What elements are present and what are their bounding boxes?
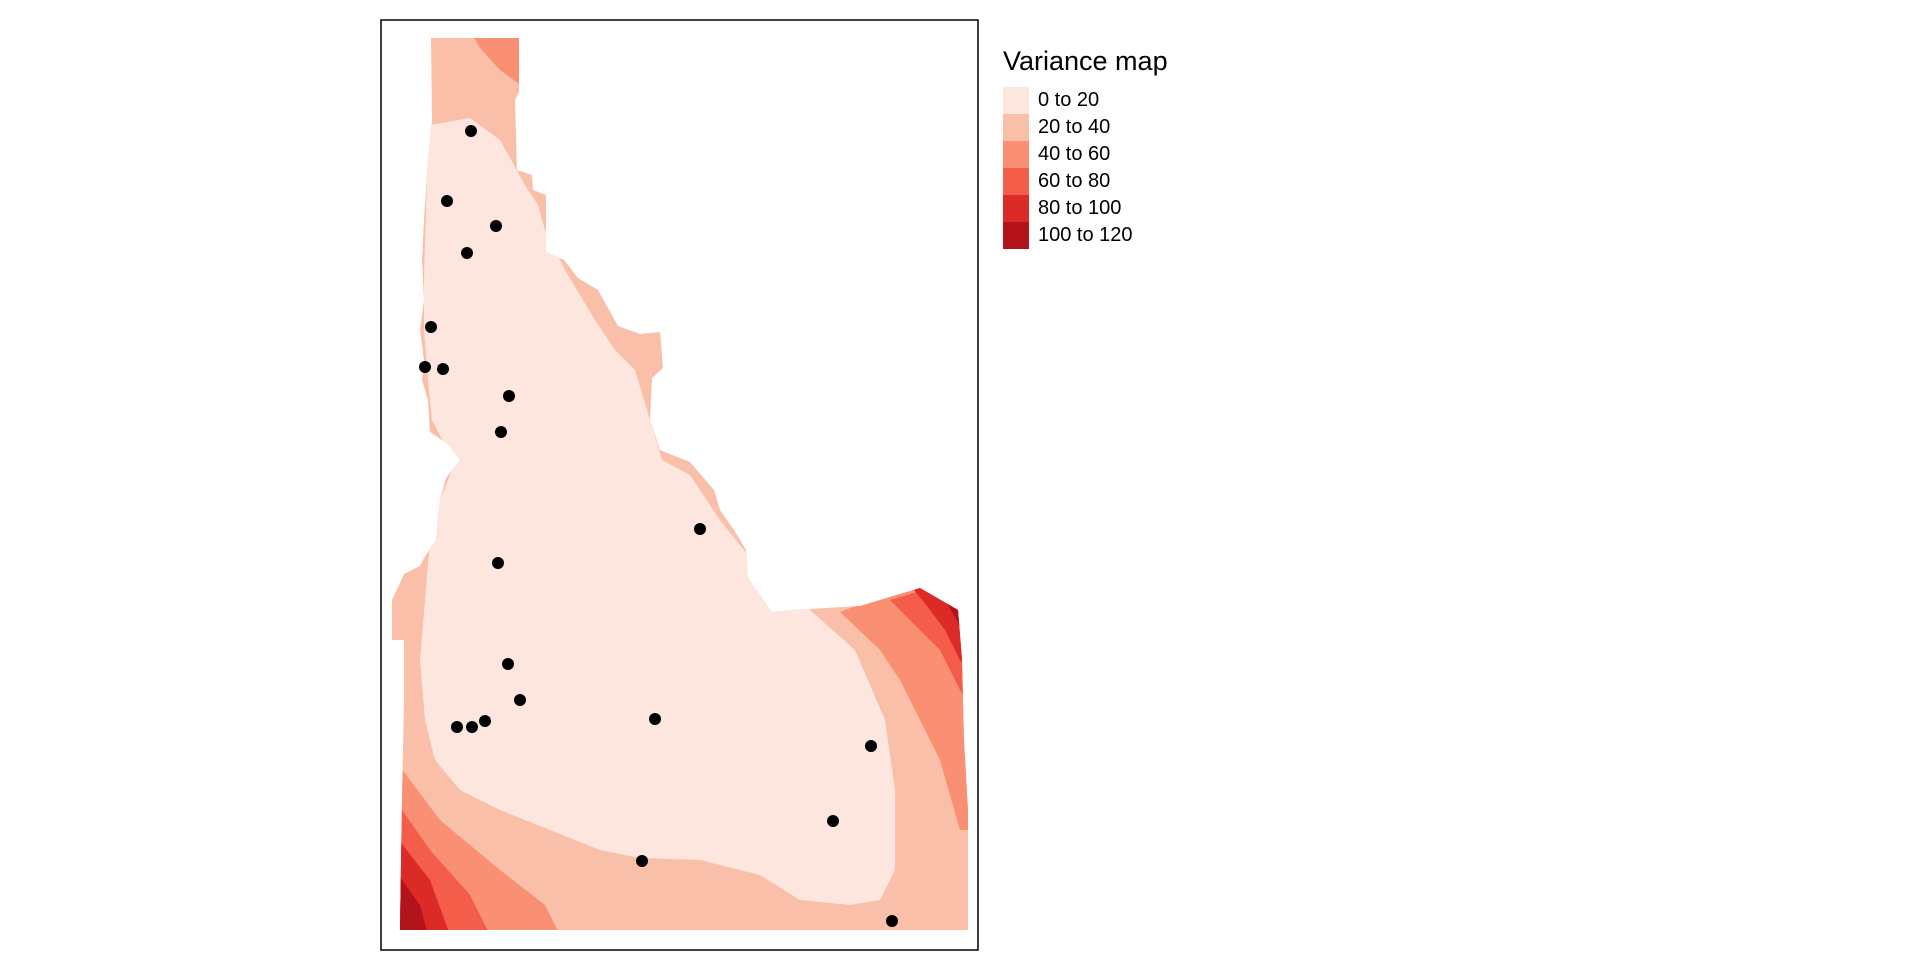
legend-entries: 0 to 20 20 to 40 40 to 60 60 to 80 80 to…: [1003, 87, 1168, 249]
sample-point: [649, 713, 661, 725]
legend-swatch: [1003, 168, 1029, 195]
variance-class-0-20-area: [420, 118, 895, 905]
sample-point: [886, 915, 898, 927]
legend-title: Variance map: [1003, 46, 1168, 77]
sample-point: [827, 815, 839, 827]
sample-point: [492, 557, 504, 569]
sample-point: [479, 715, 491, 727]
sample-point: [437, 363, 449, 375]
legend-label: 40 to 60: [1038, 143, 1110, 166]
legend-label: 60 to 80: [1038, 170, 1110, 193]
sample-point: [495, 426, 507, 438]
legend-swatch: [1003, 114, 1029, 141]
legend: Variance map 0 to 20 20 to 40 40 to 60 6…: [1003, 46, 1168, 249]
legend-swatch: [1003, 222, 1029, 249]
legend-entry: 20 to 40: [1003, 114, 1168, 141]
legend-entry: 60 to 80: [1003, 168, 1168, 195]
sample-point: [514, 694, 526, 706]
legend-swatch: [1003, 195, 1029, 222]
legend-entry: 100 to 120: [1003, 222, 1168, 249]
legend-swatch: [1003, 87, 1029, 114]
sample-point: [461, 247, 473, 259]
sample-point: [865, 740, 877, 752]
legend-entry: 0 to 20: [1003, 87, 1168, 114]
sample-point: [490, 220, 502, 232]
sample-point: [466, 721, 478, 733]
sample-point: [503, 390, 515, 402]
variance-surface: [380, 20, 980, 950]
sample-point: [694, 523, 706, 535]
legend-entry: 80 to 100: [1003, 195, 1168, 222]
legend-label: 80 to 100: [1038, 197, 1121, 220]
legend-entry: 40 to 60: [1003, 141, 1168, 168]
legend-swatch: [1003, 141, 1029, 168]
sample-point: [441, 195, 453, 207]
sample-point: [451, 721, 463, 733]
legend-label: 20 to 40: [1038, 116, 1110, 139]
sample-point: [636, 855, 648, 867]
sample-point: [419, 361, 431, 373]
sample-point: [502, 658, 514, 670]
sample-point: [425, 321, 437, 333]
sample-point: [465, 125, 477, 137]
legend-label: 100 to 120: [1038, 224, 1133, 247]
legend-label: 0 to 20: [1038, 89, 1099, 112]
